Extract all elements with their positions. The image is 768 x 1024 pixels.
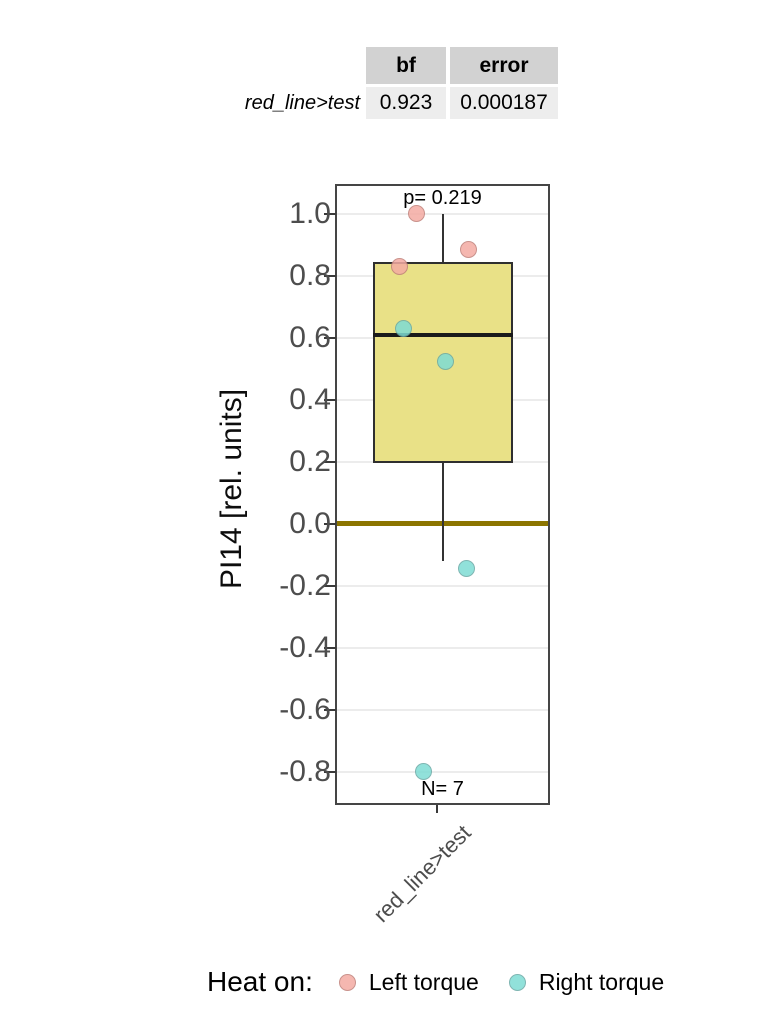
median-line xyxy=(372,332,513,337)
y-tick-mark--0.4 xyxy=(324,646,336,649)
gridline-y--0.4 xyxy=(337,646,548,649)
legend: Heat on: Left torque Right torque xyxy=(207,959,694,1005)
data-point-5-right xyxy=(437,352,454,370)
table-header-error: error xyxy=(450,47,558,84)
table-value-bf: 0.923 xyxy=(366,87,446,119)
y-tick-mark--0.6 xyxy=(324,708,336,711)
gridline-y--0.6 xyxy=(337,708,548,711)
table-corner-spacer xyxy=(206,47,362,84)
y-tick-mark-0.6 xyxy=(324,336,336,339)
y-tick-label-1.0: 1.0 xyxy=(289,196,331,230)
legend-entry-right-torque: Right torque xyxy=(508,968,665,996)
y-axis-title: PI14 [rel. units] xyxy=(215,388,248,590)
y-tick-label-0.0: 0.0 xyxy=(289,506,331,540)
y-tick-label--0.8: -0.8 xyxy=(279,754,331,788)
y-tick-mark-0.0 xyxy=(324,522,336,525)
upper-whisker xyxy=(441,213,444,262)
y-tick-mark--0.8 xyxy=(324,770,336,773)
legend-title: Heat on: xyxy=(207,966,313,997)
n-count-annotation: N= 7 xyxy=(421,778,464,800)
table-header-bf: bf xyxy=(366,47,446,84)
y-tick-mark-1.0 xyxy=(324,212,336,215)
data-point-4-right xyxy=(395,320,412,338)
p-value-annotation: p= 0.219 xyxy=(403,187,482,209)
legend-entry-label: Right torque xyxy=(538,968,665,995)
y-tick-mark-0.4 xyxy=(324,398,336,401)
plot-panel: p= 0.219 N= 7 xyxy=(335,184,550,805)
table-row-label: red_line>test xyxy=(244,91,360,114)
x-tick-mark xyxy=(436,805,438,813)
data-point-6-right xyxy=(458,560,475,578)
y-tick-label-0.4: 0.4 xyxy=(289,382,331,416)
gridline-y--0.2 xyxy=(337,584,548,587)
y-tick-mark-0.2 xyxy=(324,460,336,463)
legend-entry-left-torque: Left torque xyxy=(338,968,479,996)
gridline-y--0.8 xyxy=(337,770,548,773)
data-point-7-right xyxy=(415,763,432,781)
y-tick-label-0.8: 0.8 xyxy=(289,258,331,292)
legend-swatch-icon xyxy=(508,973,526,991)
bayes-factor-table: bf error red_line>test 0.923 0.000187 xyxy=(206,47,558,119)
legend-entry-label: Left torque xyxy=(368,968,479,995)
y-tick-label--0.4: -0.4 xyxy=(279,630,331,664)
y-tick-label--0.6: -0.6 xyxy=(279,692,331,726)
y-tick-label-0.6: 0.6 xyxy=(289,320,331,354)
y-tick-label-0.2: 0.2 xyxy=(289,444,331,478)
data-point-3-left xyxy=(391,258,408,276)
data-point-1-left xyxy=(408,205,425,223)
data-point-2-left xyxy=(460,241,477,259)
y-tick-mark-0.8 xyxy=(324,274,336,277)
y-tick-label--0.2: -0.2 xyxy=(279,568,331,602)
legend-swatch-icon xyxy=(338,973,356,991)
y-tick-mark--0.2 xyxy=(324,584,336,587)
lower-whisker xyxy=(441,463,444,562)
table-value-error: 0.000187 xyxy=(450,87,558,119)
